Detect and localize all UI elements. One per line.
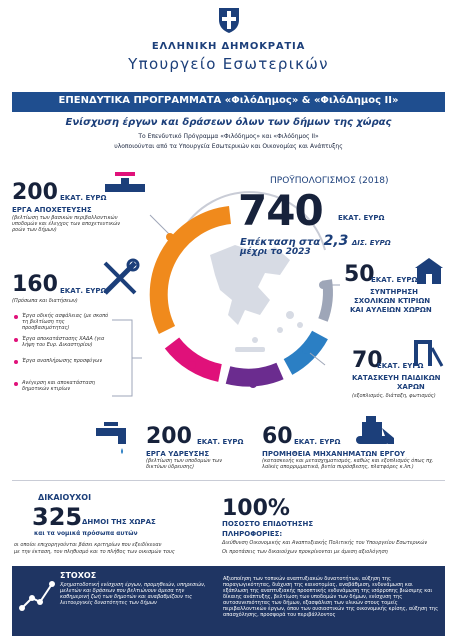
intro-line-1: Το Επενδυτικό Πρόγραμμα «Φιλόδημος» και … [138,133,319,140]
banner-title: ΕΠΕΝΔΥΤΙΚΑ ΠΡΟΓΡΑΜΜΑΤΑ «ΦιλόΔημος» & «Φι… [58,95,399,106]
bullet-dot [14,382,18,386]
goal-text: Χρηματοδοτική ενίσχυση έργων, προμηθειών… [60,582,206,606]
beneficiaries-value: 325 [32,503,83,531]
playgrounds-note: (εξοπλισμός, διάταξη, φωτισμός) [352,393,436,399]
various-item-2: Έργα αποκατάστασης ΧΑΔΑ (για λήψη του Ευ… [22,336,105,348]
budget-value: 740 [238,186,324,235]
sewage-note: (βελτίωση των βασικών περιβαλλοντικών υπ… [12,215,121,233]
ministry-name: Υπουργείο Εσωτερικών [128,55,329,73]
greece-map-icon [210,245,303,352]
various-item-3: Έργα αναπλήρωσης προσφύγων [22,358,103,364]
extension-line: Επέκταση στα 2,3 ΔΙΣ. ΕΥΡΩ [240,233,391,249]
playgrounds-caption-1: ΚΑΤΑΣΚΕΥΗ ΠΑΙΔΙΚΩΝ [352,374,441,382]
beneficiaries-label: ΔΙΚΑΙΟΥΧΟΙ [38,493,92,502]
goal-details: Αξιοποίηση των τοπικών αναπτυξιακών δυνα… [223,576,439,618]
extension-value: 2,3 [323,233,349,249]
playgrounds-caption-2: ΧΑΡΩΝ [397,383,425,391]
various-unit: ΕΚΑΤ. ΕΥΡΩ [60,287,107,295]
beneficiaries-line-4: με την έκταση, τον πληθυσμό και το πλήθο… [14,549,175,555]
funding-value: 100% [222,496,290,521]
sewage-caption: ΕΡΓΑ ΑΠΟΧΕΤΕΥΣΗΣ [12,206,92,214]
schools-caption-1: ΣΥΝΤΗΡΗΣΗ [370,288,418,296]
budget-label: ΠΡΟΫΠΟΛΟΓΙΣΜΟΣ (2018) [270,176,389,186]
bracket-line [112,319,142,397]
extension-deadline: μέχρι το 2023 [240,247,311,257]
schools-unit: ΕΚΑΤ. ΕΥΡΩ [371,276,418,284]
info-label: ΠΛΗΡΟΦΟΡΙΕΣ: [222,530,283,538]
extension-prefix: Επέκταση στα [240,237,321,248]
budget-unit: ΕΚΑΤ. ΕΥΡΩ [338,214,385,222]
beneficiaries-line-3: οι οποίοι επιχορηγούνται βάσει κριτηρίων… [14,542,162,548]
playgrounds-unit: ΕΚΑΤ. ΕΥΡΩ [377,362,424,370]
goal-box [12,566,445,636]
beneficiaries-line-2: και τα νομικά πρόσωπα αυτών [34,530,138,537]
info-line: Διεύθυνση Οικονομικής και Αναπτυξιακής Π… [222,540,428,546]
schools-caption-2: ΣΧΟΛΙΚΩΝ ΚΤΙΡΙΩΝ [354,297,431,305]
water-tap-icon [96,422,126,454]
bulldozer-icon [356,416,394,444]
growth-chart-icon [19,581,55,611]
funding-caption: ΠΟΣΟΣΤΟ ΕΠΙΔΟΤΗΣΗΣ [222,520,314,528]
water-unit: ΕΚΑΤ. ΕΥΡΩ [197,438,244,446]
title-banner [12,92,445,112]
playgrounds-value: 70 [352,348,383,373]
budget-ring-graphic [149,191,340,388]
playground-slide-icon [414,340,444,367]
machinery-caption: ΠΡΟΜΗΘΕΙΑ ΜΗΧΑΝΗΜΑΤΩΝ ΕΡΓΟΥ [262,450,406,458]
greek-emblem-icon [219,8,239,33]
various-item-4: Ανέγερση και αποκατάσταση δημοτικών κτιρ… [22,380,95,392]
machinery-note: (κατασκευής και μετασχηματισμός, καθώς κ… [262,458,434,470]
various-note: (Πρόσωπα και διατήσεων) [12,298,78,304]
various-value: 160 [12,272,58,297]
government-name: ΕΛΛΗΝΙΚΗ ΔΗΜΟΚΡΑΤΙΑ [151,41,306,52]
bullet-dot [14,315,18,319]
school-building-icon [415,258,443,284]
page-subtitle: Ενίσχυση έργων και δράσεων όλων των δήμω… [65,117,392,128]
bullet-dot [14,338,18,342]
schools-value: 50 [344,262,375,287]
beneficiaries-suffix: ΔΗΜΟΙ ΤΗΣ ΧΩΡΑΣ [82,518,156,526]
various-item-1: Έργα οδικής ασφάλειας (με σκοπό τη βελτί… [22,313,109,331]
section-divider [12,480,445,481]
water-caption: ΕΡΓΑ ΥΔΡΕΥΣΗΣ [146,450,210,458]
water-note: (βελτίωση των υποδομών των δικτύων ύδρευ… [146,458,223,470]
bullet-dot [14,360,18,364]
schools-caption-3: ΚΑΙ ΑΥΛΕΙΩΝ ΧΩΡΩΝ [350,306,432,314]
intro-line-2: υλοποιούνται από τα Υπουργεία Εσωτερικών… [114,143,343,150]
machinery-unit: ΕΚΑΤ. ΕΥΡΩ [294,438,341,446]
goal-label: ΣΤΟΧΟΣ [60,571,97,580]
machinery-value: 60 [262,424,293,449]
water-value: 200 [146,424,192,449]
extension-unit: ΔΙΣ. ΕΥΡΩ [351,239,391,247]
sewage-value: 200 [12,180,58,205]
tools-icon [103,258,140,295]
pipe-valve-icon [105,172,145,192]
info-line-2: Οι προτάσεις των δικαιούχων προκρίνονται… [222,549,388,555]
sewage-unit: ΕΚΑΤ. ΕΥΡΩ [60,194,107,202]
